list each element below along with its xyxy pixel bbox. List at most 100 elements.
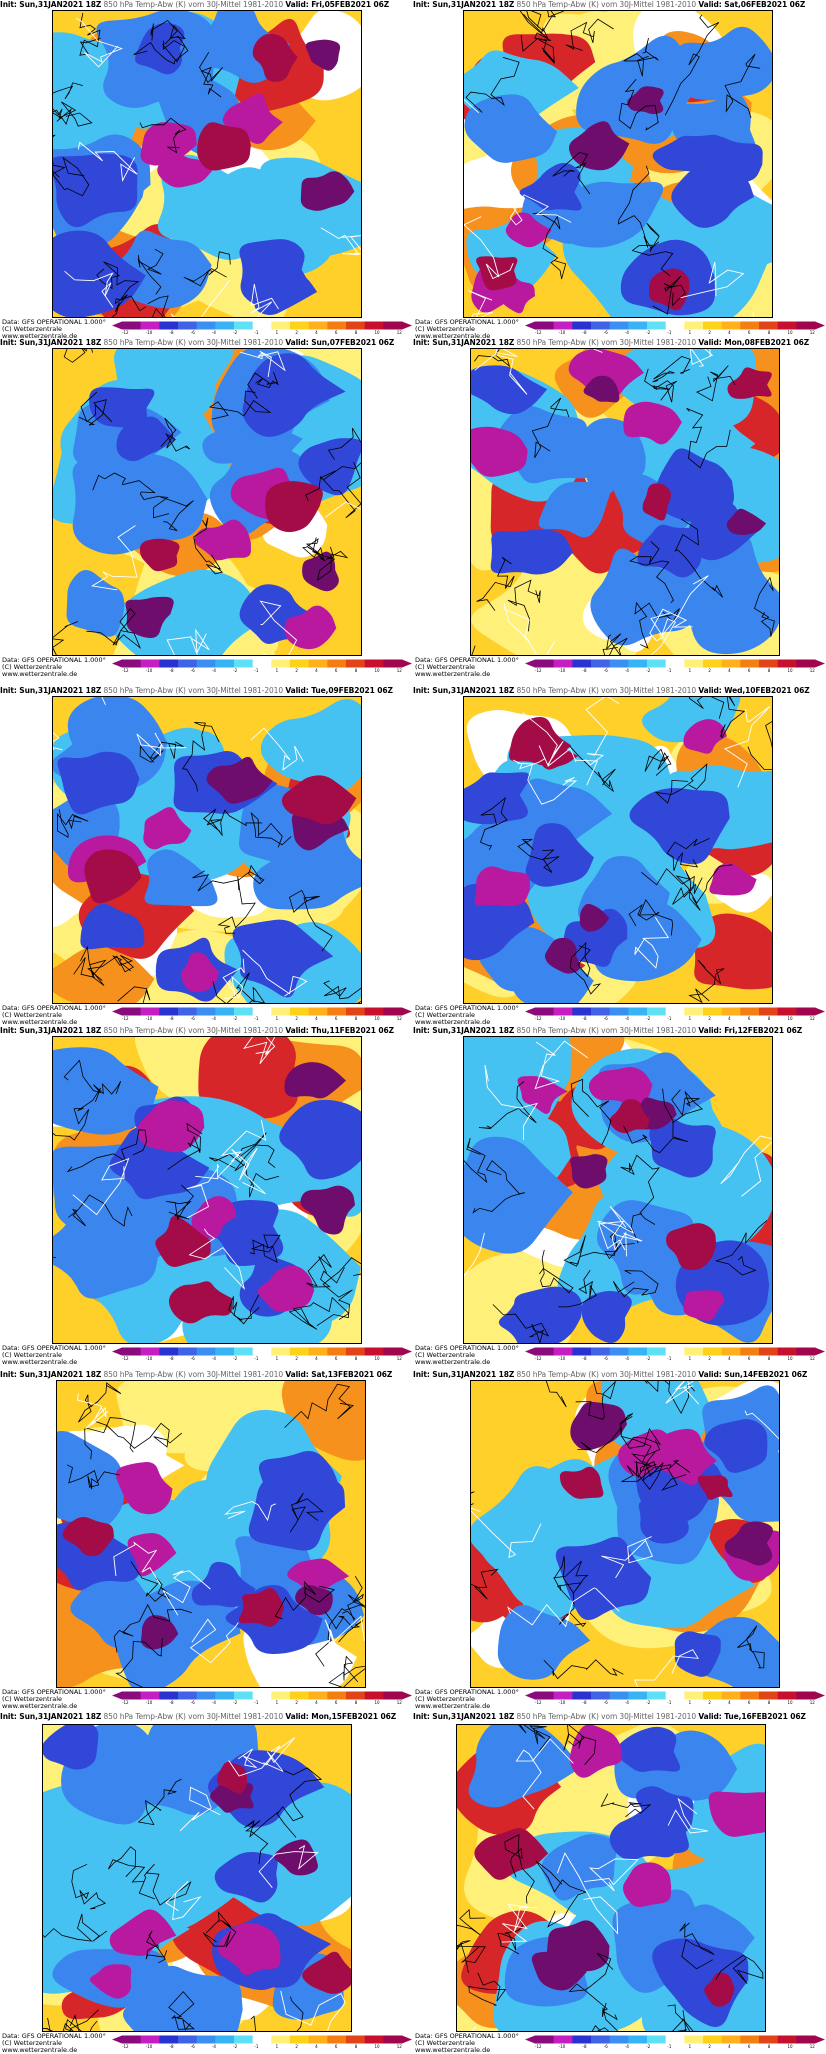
anomaly-region — [57, 751, 140, 815]
anomaly-region — [109, 1127, 210, 1200]
field-description: 850 hPa Temp-Abw (K) vom 30J-Mittel 1981… — [516, 0, 697, 9]
scale-swatch — [252, 1347, 272, 1356]
legend-tick: -2 — [646, 2044, 651, 2049]
scale-swatch — [609, 321, 629, 330]
scale-swatch — [290, 2035, 309, 2044]
init-time: Init: Sun,31JAN2021 18Z — [413, 1712, 515, 1721]
anomaly-region — [629, 787, 730, 865]
coastline — [342, 1575, 365, 1621]
scale-swatch — [553, 1347, 573, 1356]
legend-tick: 1 — [688, 330, 692, 335]
scale-swatch — [271, 1691, 291, 1700]
scale-swatch — [777, 321, 797, 330]
field-description: 850 hPa Temp-Abw (K) vom 30J-Mittel 1981… — [103, 0, 284, 9]
panel-title: Init: Sun,31JAN2021 18Z 850 hPa Temp-Abw… — [413, 1026, 826, 1035]
scale-swatch — [759, 1007, 778, 1016]
legend-tick: -4 — [624, 2044, 629, 2049]
scale-swatch — [591, 1007, 610, 1016]
legend-tick: 10 — [374, 1016, 380, 1021]
legend-tick: -2 — [646, 1016, 651, 1021]
legend-tick-labels: -12 -10 -8 -6 -4 -2 -1 1 2 4 6 8 10 12 — [535, 1356, 815, 1361]
coastline — [86, 607, 142, 650]
scale-swatch — [327, 1691, 347, 1700]
coastline — [464, 1137, 488, 1184]
coastline — [634, 601, 680, 649]
legend-tick: 6 — [334, 668, 338, 673]
legend-tick-labels: -12 -10 -8 -6 -4 -2 -1 1 2 4 6 8 10 12 — [122, 668, 402, 673]
credit-url[interactable]: www.wetterzentrale.de — [2, 670, 78, 678]
anomaly-region — [181, 952, 219, 993]
scale-swatch — [591, 2035, 610, 2044]
scale-arrow-low — [112, 2035, 122, 2044]
scale-swatch — [777, 1691, 797, 1700]
scale-swatch — [159, 1691, 179, 1700]
coastline — [117, 986, 151, 1003]
credit-url[interactable]: www.wetterzentrale.de — [415, 670, 491, 678]
coastline — [324, 1611, 364, 1643]
anomaly-region — [675, 26, 772, 101]
scale-swatch — [703, 659, 722, 668]
coastline — [139, 117, 187, 154]
temperature-anomaly-map — [43, 1725, 351, 2031]
legend-tick: -8 — [582, 330, 587, 335]
legend-tick: -2 — [233, 1016, 238, 1021]
coastline — [569, 745, 616, 793]
legend-tick: -10 — [145, 1016, 153, 1021]
anomaly-region — [704, 1419, 768, 1473]
anomaly-region — [464, 1136, 573, 1254]
legend-tick: 12 — [809, 1016, 815, 1021]
anomaly-contour — [689, 349, 714, 367]
map-frame — [463, 10, 773, 318]
coastline — [563, 1232, 618, 1267]
credit-url[interactable]: www.wetterzentrale.de — [2, 2046, 78, 2054]
legend-tick: -2 — [646, 330, 651, 335]
scale-swatch — [553, 659, 573, 668]
anomaly-contour — [665, 1381, 700, 1405]
anomaly-contour — [517, 762, 578, 805]
anomaly-region — [214, 1852, 278, 1903]
anomaly-region — [471, 365, 548, 415]
credit-url[interactable]: www.wetterzentrale.de — [2, 332, 78, 340]
scale-swatch — [796, 1007, 816, 1016]
legend-tick: -12 — [535, 1356, 542, 1361]
coastline — [153, 496, 194, 531]
coastline — [53, 621, 79, 655]
coastline — [577, 1413, 634, 1454]
legend-tick: 12 — [809, 330, 815, 335]
credit-url[interactable]: www.wetterzentrale.de — [415, 1018, 491, 1026]
credit-url[interactable]: www.wetterzentrale.de — [2, 1702, 78, 1710]
anomaly-region — [89, 387, 155, 428]
anomaly-contour — [584, 697, 620, 766]
scale-swatch — [122, 659, 141, 668]
coastline — [671, 1089, 704, 1124]
legend-tick: 8 — [354, 1016, 358, 1021]
credit-url[interactable]: www.wetterzentrale.de — [415, 1702, 491, 1710]
credit-url[interactable]: www.wetterzentrale.de — [2, 1018, 78, 1026]
anomaly-contour — [280, 1990, 346, 2031]
credit-url[interactable]: www.wetterzentrale.de — [2, 1358, 78, 1366]
coastline — [747, 721, 772, 770]
legend-tick: 4 — [315, 330, 318, 335]
legend-tick: 10 — [787, 1700, 793, 1705]
credit-url[interactable]: www.wetterzentrale.de — [415, 1358, 491, 1366]
credit-url[interactable]: www.wetterzentrale.de — [415, 2046, 491, 2054]
coastline — [79, 12, 101, 56]
scale-swatch — [647, 321, 666, 330]
scale-swatch — [721, 1691, 741, 1700]
anomaly-region — [155, 1216, 211, 1267]
legend-tick: 10 — [374, 330, 380, 335]
credit-data: Data: GFS OPERATIONAL 1.000° — [415, 2032, 519, 2040]
coastline — [457, 1940, 486, 1973]
credit-url[interactable]: www.wetterzentrale.de — [415, 332, 491, 340]
scale-swatch — [647, 1691, 666, 1700]
legend-tick: -10 — [558, 2044, 566, 2049]
scale-swatch — [271, 321, 291, 330]
data-credit: Data: GFS OPERATIONAL 1.000° (C) Wetterze… — [2, 1345, 106, 1366]
scale-swatch — [159, 1347, 179, 1356]
anomaly-region — [514, 1286, 582, 1343]
anomaly-contour — [113, 1541, 161, 1585]
legend-tick: -12 — [122, 1700, 129, 1705]
data-credit: Data: GFS OPERATIONAL 1.000° (C) Wetterze… — [415, 657, 519, 678]
scale-arrow-high — [402, 2035, 412, 2044]
scale-swatch — [647, 2035, 666, 2044]
